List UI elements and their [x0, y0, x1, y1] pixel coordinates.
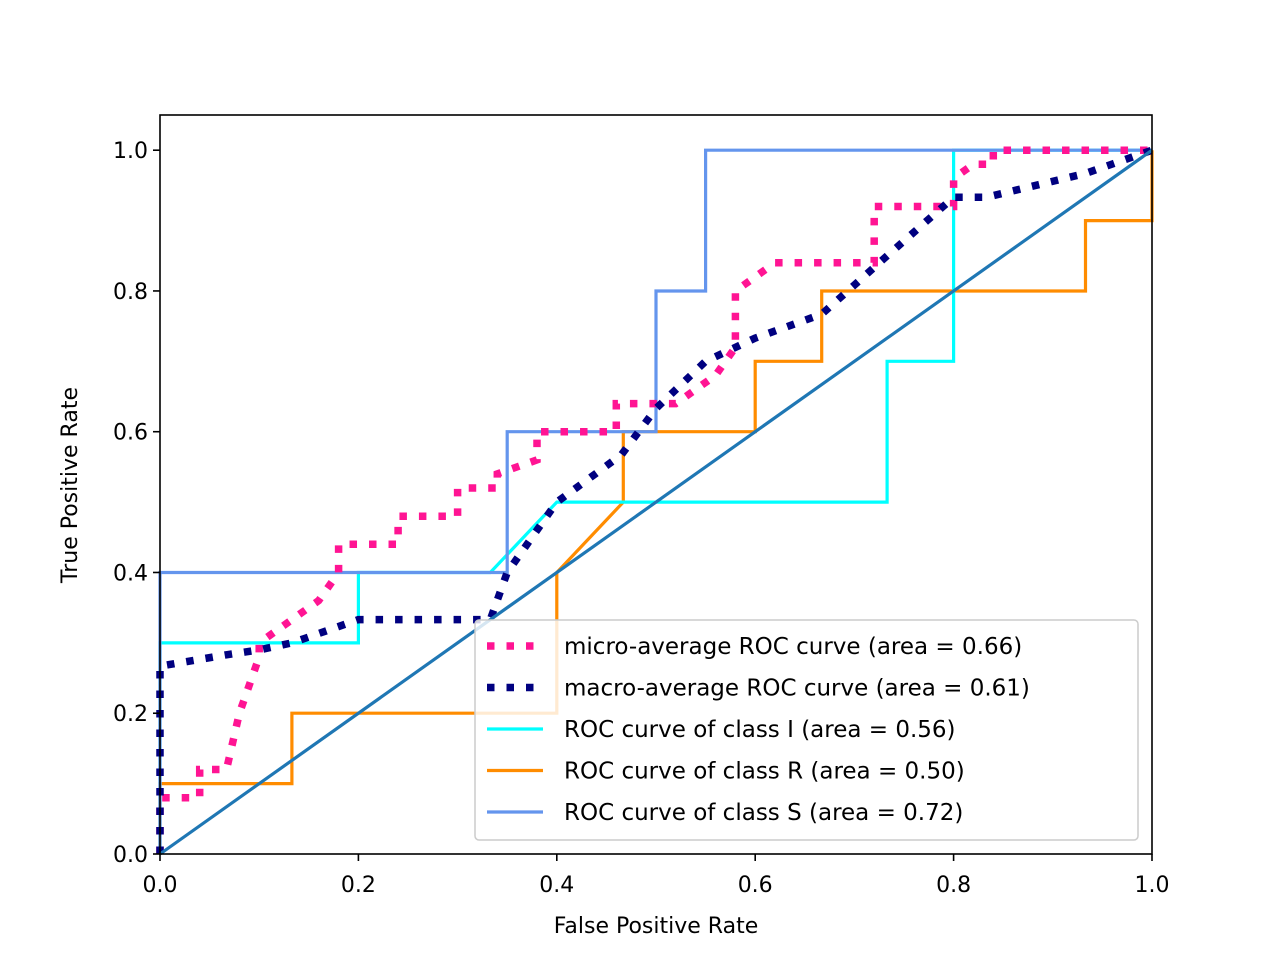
- x-tick-label: 1.0: [1135, 873, 1170, 898]
- legend-label: macro-average ROC curve (area = 0.61): [564, 676, 1030, 702]
- legend-label: ROC curve of class S (area = 0.72): [564, 800, 963, 826]
- y-axis-title: True Positive Rate: [58, 387, 83, 584]
- series-line-3: [158, 150, 1154, 854]
- x-tick-label: 0.0: [143, 873, 178, 898]
- series-line-4: [158, 148, 1152, 854]
- y-axis: 0.0 0.2 0.4 0.6 0.8 1.0: [113, 139, 160, 868]
- y-tick-label: 0.2: [113, 702, 148, 727]
- x-axis-title: False Positive Rate: [554, 914, 758, 939]
- legend: micro-average ROC curve (area = 0.66) mac…: [474, 619, 1139, 841]
- legend-label: ROC curve of class I (area = 0.56): [564, 717, 956, 743]
- legend-label: micro-average ROC curve (area = 0.66): [564, 634, 1022, 660]
- y-tick-label: 0.4: [113, 561, 148, 586]
- y-tick-label: 0.6: [113, 421, 148, 446]
- series-line-0: [156, 146, 1152, 854]
- legend-label: ROC curve of class R (area = 0.50): [564, 759, 965, 785]
- y-tick-label: 1.0: [113, 139, 148, 164]
- plot-series: [156, 146, 1154, 856]
- x-tick-label: 0.2: [341, 873, 376, 898]
- x-tick-label: 0.4: [539, 873, 574, 898]
- x-axis: 0.0 0.2 0.4 0.6 0.8 1.0: [143, 854, 1170, 898]
- series-line-5: [159, 148, 1153, 856]
- y-tick-label: 0.0: [113, 843, 148, 868]
- legend-box: [474, 619, 1139, 841]
- y-tick-label: 0.8: [113, 280, 148, 305]
- x-tick-label: 0.8: [936, 873, 971, 898]
- plot-frame: [159, 114, 1153, 855]
- x-tick-label: 0.6: [738, 873, 773, 898]
